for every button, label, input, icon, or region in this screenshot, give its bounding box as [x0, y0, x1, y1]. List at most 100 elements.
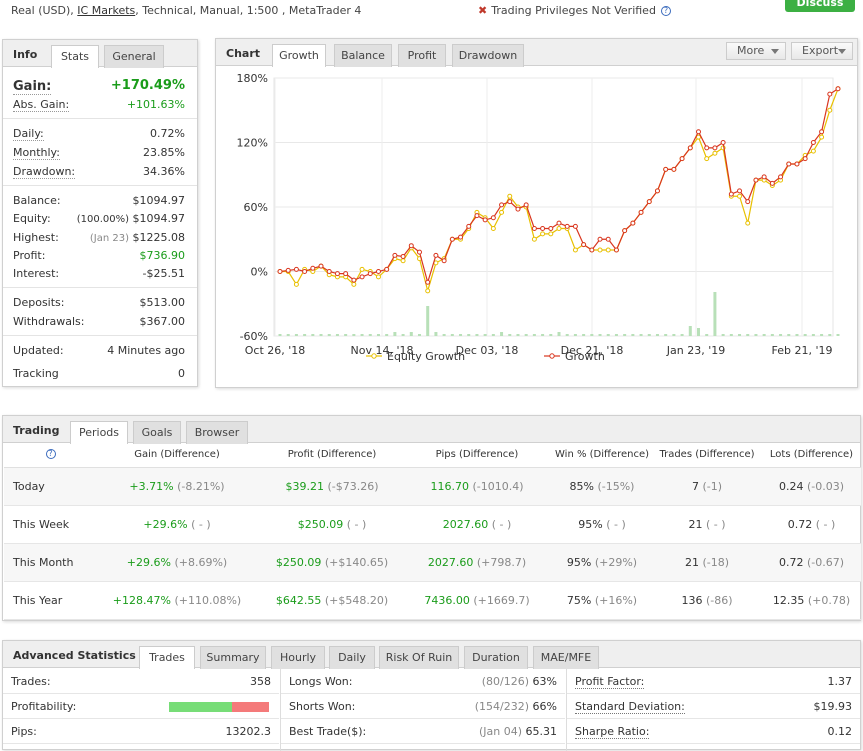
lots-cell-difference: (-0.03) — [806, 479, 845, 493]
data-point — [285, 267, 291, 273]
volume-bar — [614, 334, 618, 336]
data-point — [622, 228, 628, 234]
profit-factor-stat: Profit Factor: 1.37 — [567, 670, 860, 694]
export-dropdown[interactable]: Export — [791, 42, 853, 60]
abs-gain-value: +101.63% — [126, 98, 185, 111]
volume-bar — [705, 334, 709, 336]
col-profit: Profit (Difference) — [262, 443, 402, 468]
data-point — [449, 236, 455, 242]
tab-trades[interactable]: Trades — [139, 646, 195, 669]
profit-cell-value: $250.09 — [275, 555, 322, 569]
balance-label: Balance: — [13, 194, 61, 207]
tracking-value[interactable]: 0 — [178, 367, 185, 380]
period-cell: Today — [4, 467, 92, 506]
equity-percent: (100.00%) — [76, 214, 129, 225]
tab-mae-mfe[interactable]: MAE/MFE — [533, 646, 599, 669]
monthly-row: Monthly: 23.85% — [13, 144, 185, 162]
legend-label: Equity Growth — [387, 350, 465, 363]
volume-bar — [828, 334, 832, 336]
highest-value: $1225.08 — [132, 231, 186, 244]
volume-bar — [393, 332, 397, 336]
abs-gain-label: Abs. Gain: — [13, 98, 70, 112]
tab-daily[interactable]: Daily — [329, 646, 375, 669]
data-point — [810, 148, 816, 154]
tab-general[interactable]: General — [104, 45, 164, 68]
lots-cell-value: 0.24 — [778, 479, 804, 493]
data-point — [458, 234, 464, 240]
profit-cell-difference: (-$73.26) — [327, 479, 379, 493]
gain-cell-value: +3.71% — [129, 479, 174, 493]
help-icon[interactable]: ? — [45, 449, 56, 460]
tab-duration[interactable]: Duration — [464, 646, 528, 669]
data-point — [638, 209, 644, 215]
col-pips: Pips (Difference) — [402, 443, 552, 468]
data-point — [540, 231, 546, 237]
tab-profit[interactable]: Profit — [398, 44, 446, 67]
volume-bar — [655, 334, 659, 336]
period-cell: This Month — [4, 543, 92, 582]
equity-label: Equity: — [13, 212, 51, 225]
volume-bar — [426, 306, 430, 336]
lots-cell-difference: (-0.67) — [806, 555, 845, 569]
data-point — [802, 156, 808, 162]
tab-balance[interactable]: Balance — [334, 44, 392, 67]
standard-deviation-value: $19.93 — [813, 700, 853, 713]
tab-summary[interactable]: Summary — [200, 646, 266, 669]
data-point — [597, 236, 603, 242]
volume-bar — [352, 334, 356, 336]
gain-cell-value: +29.6% — [143, 517, 188, 531]
profit-factor-value: 1.37 — [827, 675, 853, 688]
sharpe-ratio-value: 0.12 — [827, 725, 853, 738]
pips-cell-difference: ( - ) — [491, 517, 512, 531]
tab-growth[interactable]: Growth — [272, 44, 326, 67]
discuss-button[interactable]: Discuss — [785, 0, 855, 12]
data-point — [737, 193, 743, 199]
broker-link[interactable]: IC Markets — [77, 4, 136, 17]
help-icon[interactable]: ? — [660, 6, 671, 16]
volume-bar — [573, 334, 577, 336]
data-point — [679, 156, 685, 162]
volume-bar — [524, 334, 528, 336]
volume-bar — [541, 334, 545, 336]
volume-bar — [303, 334, 307, 336]
profitability-bar — [169, 702, 269, 712]
legend-label: Growth — [565, 350, 605, 363]
account-bar: Real (USD), IC Markets, Technical, Manua… — [0, 0, 863, 22]
volume-bar — [647, 334, 651, 336]
volume-bar — [557, 332, 561, 336]
data-point — [367, 271, 373, 277]
longs-detail: (80/126) — [481, 675, 530, 688]
data-point — [704, 145, 710, 151]
volume-bar — [459, 334, 463, 336]
volume-bar — [697, 328, 700, 336]
gain-cell-difference: ( - ) — [191, 517, 211, 531]
tab-browser[interactable]: Browser — [186, 421, 248, 444]
tab-risk-of-ruin[interactable]: Risk Of Ruin — [379, 646, 459, 669]
divider — [3, 287, 197, 288]
trades-value: 358 — [250, 675, 271, 688]
trades-label: Trades: — [11, 675, 51, 688]
win-cell-difference: (+16%) — [594, 593, 638, 607]
y-tick-label: 180% — [237, 72, 268, 85]
interest-label: Interest: — [13, 267, 60, 280]
tab-periods[interactable]: Periods — [70, 421, 128, 444]
tab-goals[interactable]: Goals — [133, 421, 181, 444]
tab-hourly[interactable]: Hourly — [271, 646, 325, 669]
more-dropdown[interactable]: More — [726, 42, 786, 60]
data-point — [778, 174, 784, 180]
volume-bar — [738, 334, 742, 336]
tab-drawdown[interactable]: Drawdown — [452, 44, 524, 67]
data-point — [654, 188, 660, 194]
profit-value: $736.90 — [139, 249, 186, 262]
data-point — [720, 140, 726, 145]
chart-header: Chart Growth Balance Profit Drawdown Mor… — [216, 39, 857, 67]
volume-bar — [467, 334, 471, 336]
volume-bar — [680, 334, 684, 336]
data-point — [343, 271, 349, 277]
tab-stats[interactable]: Stats — [51, 45, 99, 68]
volume-bar — [672, 334, 676, 336]
col-win: Win % (Difference) — [552, 443, 652, 468]
gain-cell: +3.71% (-8.21%) — [92, 467, 262, 506]
col-gain: Gain (Difference) — [92, 443, 262, 468]
profit-cell-value: $642.55 — [275, 593, 322, 607]
